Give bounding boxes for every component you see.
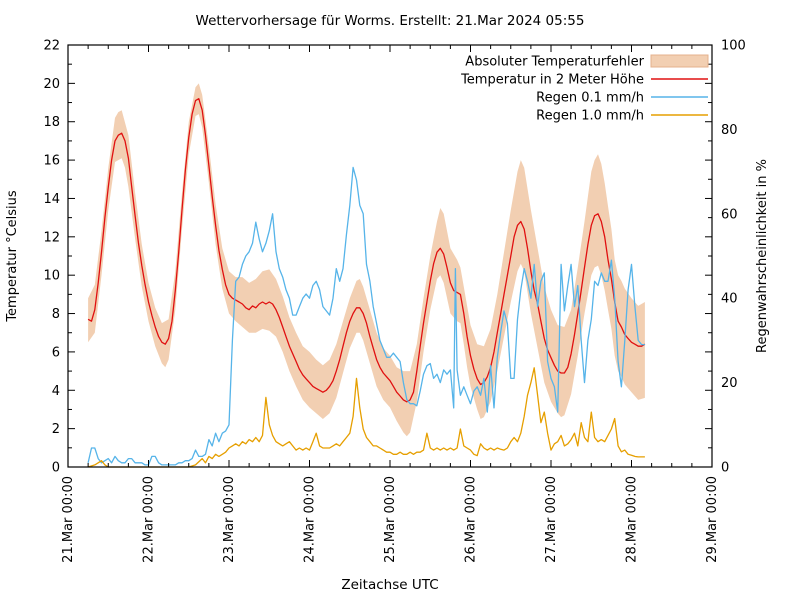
plot-border (67, 44, 713, 468)
legend-band-swatch (650, 54, 709, 68)
left-tick-label: 22 (43, 39, 60, 54)
x-tick-label: 23.Mar 00:00 (222, 476, 237, 563)
x-tick-label: 29.Mar 00:00 (705, 476, 720, 563)
right-tick-label: 20 (721, 376, 738, 391)
chart-title: Wettervorhersage für Worms. Erstellt: 21… (196, 13, 585, 29)
x-axis-title: Zeitachse UTC (341, 577, 438, 593)
left-tick-label: 16 (43, 154, 60, 169)
left-tick-label: 6 (52, 345, 60, 360)
x-tick-label: 26.Mar 00:00 (464, 476, 479, 563)
temperature-line (87, 98, 646, 403)
legend-label: Absoluter Temperaturfehler (465, 55, 644, 70)
rain-10-line (87, 367, 645, 468)
legend-label: Regen 0.1 mm/h (536, 91, 644, 106)
right-tick-label: 80 (721, 123, 738, 138)
left-tick-label: 8 (52, 307, 60, 322)
temperature-error-band-area (88, 83, 645, 437)
right-tick-label: 0 (721, 461, 729, 476)
left-axis-title: Temperatur °Celsius (5, 190, 20, 323)
x-tick-label: 25.Mar 00:00 (383, 476, 398, 563)
x-tick-label: 24.Mar 00:00 (303, 476, 318, 563)
left-tick-label: 10 (43, 269, 60, 284)
x-tick-label: 22.Mar 00:00 (142, 476, 157, 563)
left-tick-label: 12 (43, 230, 60, 245)
x-axis-tick-labels: 21.Mar 00:00 22.Mar 00:00 23.Mar 00:00 24.M… (61, 476, 720, 563)
x-tick-label: 21.Mar 00:00 (61, 476, 76, 563)
x-tick-label: 27.Mar 00:00 (544, 476, 559, 563)
left-tick-label: 20 (43, 77, 60, 92)
left-tick-label: 0 (52, 461, 60, 476)
legend-label: Regen 1.0 mm/h (536, 109, 644, 124)
chart-legend: Absoluter Temperaturfehler Temperatur in … (460, 54, 709, 124)
left-tick-label: 14 (43, 192, 60, 207)
right-axis-tick-labels: 0 20 40 60 80 100 (721, 39, 746, 476)
right-axis-title: Regenwahrscheinlichkeit in % (755, 159, 770, 353)
rain-01-line (87, 166, 645, 466)
left-tick-label: 2 (52, 422, 60, 437)
series-lines (87, 98, 646, 468)
left-tick-label: 18 (43, 115, 60, 130)
legend-label: Temperatur in 2 Meter Höhe (460, 73, 644, 88)
left-axis-tick-labels: 0 2 4 6 8 10 12 14 16 18 20 22 (43, 39, 60, 476)
left-tick-label: 4 (52, 384, 60, 399)
x-tick-label: 28.Mar 00:00 (625, 476, 640, 563)
right-tick-label: 60 (721, 207, 738, 222)
right-tick-label: 100 (721, 39, 746, 54)
right-tick-label: 40 (721, 292, 738, 307)
temperature-error-band (88, 83, 645, 437)
